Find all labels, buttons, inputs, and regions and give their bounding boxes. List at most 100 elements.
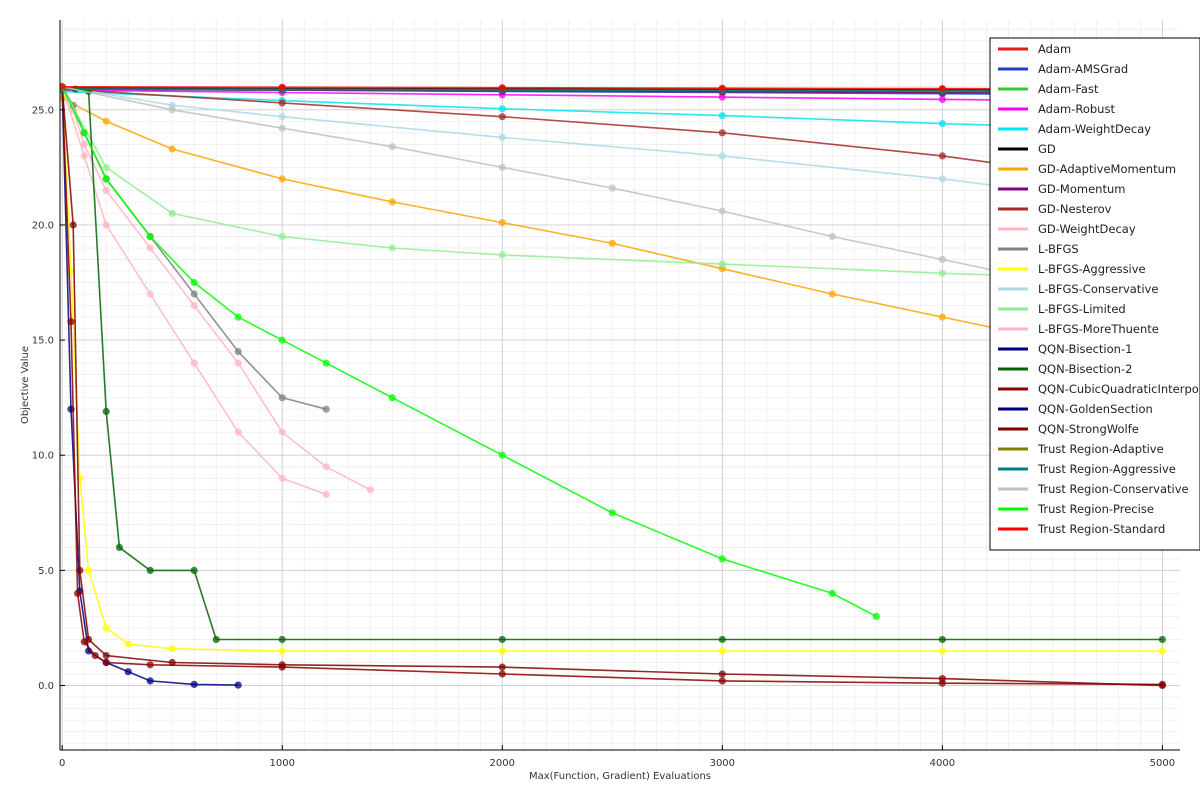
legend-label: GD — [1038, 142, 1056, 156]
data-point — [168, 209, 176, 217]
series-line — [61, 86, 1163, 652]
data-point — [278, 647, 286, 655]
data-point — [124, 640, 132, 648]
y-axis-label: Objective Value — [20, 346, 31, 424]
series-line — [61, 86, 877, 618]
x-tick-label: 0 — [59, 758, 65, 769]
axes — [59, 20, 1180, 751]
data-point — [498, 647, 506, 655]
tick-labels: 0 1000 2000 3000 4000 5000 0.0 5.0 10.0 15.0 20.0 2… — [32, 105, 1175, 769]
legend-label: Trust Region-Aggressive — [1037, 462, 1176, 476]
data-point — [718, 207, 726, 215]
data-point — [234, 313, 242, 321]
data-point — [938, 120, 947, 128]
legend-entry: GD-AdaptiveMomentum — [998, 162, 1176, 176]
data-point — [278, 336, 286, 344]
data-point — [80, 129, 88, 137]
legend-entry: Trust Region-Aggressive — [998, 462, 1176, 476]
data-point — [718, 677, 726, 685]
data-point — [69, 221, 77, 229]
data-point — [234, 359, 242, 367]
data-point — [322, 405, 330, 413]
legend-label: L-BFGS-Conservative — [1038, 282, 1158, 296]
series-line — [61, 86, 327, 496]
legend-entry: QQN-Bisection-2 — [998, 362, 1132, 376]
data-point — [190, 290, 198, 298]
series-trust-region-precise — [60, 83, 880, 621]
data-point — [498, 163, 506, 171]
legend-entry: L-BFGS-Limited — [998, 302, 1126, 316]
legend-entry: Trust Region-Adaptive — [998, 442, 1164, 456]
data-point — [938, 255, 947, 264]
x-tick-label: 2000 — [490, 758, 515, 769]
data-point — [146, 566, 154, 575]
data-point — [190, 566, 198, 575]
legend-label: Trust Region-Standard — [1037, 522, 1165, 536]
series-line — [62, 88, 1163, 93]
y-tick-label: 10.0 — [32, 451, 54, 462]
data-point — [190, 359, 198, 367]
data-point — [102, 163, 110, 171]
legend-entry: L-BFGS-Aggressive — [998, 262, 1146, 276]
data-point — [498, 113, 506, 121]
data-point — [102, 117, 110, 125]
series-line — [62, 89, 1163, 103]
data-point — [85, 566, 93, 575]
data-point — [938, 95, 947, 103]
y-tick-label: 0.0 — [38, 681, 54, 692]
data-point — [718, 129, 726, 137]
data-point — [938, 635, 947, 644]
data-point — [938, 675, 947, 683]
data-point — [278, 175, 286, 183]
legend-label: GD-AdaptiveMomentum — [1038, 162, 1176, 176]
data-point — [278, 428, 286, 436]
legend-entry: Trust Region-Conservative — [998, 482, 1189, 496]
legend-box — [989, 37, 1200, 551]
data-point — [718, 555, 726, 563]
data-point — [278, 661, 286, 669]
series-layer — [60, 83, 1166, 690]
legend-entry: Adam-WeightDecay — [998, 122, 1151, 136]
data-point — [146, 232, 154, 241]
legend-entry: Trust Region-Precise — [998, 502, 1154, 516]
legend-entry: Adam — [998, 42, 1071, 56]
data-point — [718, 670, 726, 678]
series-line — [61, 86, 371, 491]
data-point — [234, 348, 242, 356]
data-point — [278, 635, 286, 644]
data-point — [91, 652, 99, 660]
legend-entry: GD — [998, 142, 1056, 156]
data-point — [718, 635, 726, 644]
data-point — [278, 99, 286, 107]
series-line — [62, 87, 1163, 91]
legend-label: Trust Region-Precise — [1037, 502, 1154, 516]
legend-entry: GD-Momentum — [998, 182, 1125, 196]
legend-entry: GD-Nesterov — [998, 202, 1112, 216]
legend-entry: L-BFGS — [998, 242, 1079, 256]
data-point — [102, 221, 110, 229]
legend-label: Adam-Robust — [1038, 102, 1115, 116]
series-trust-region-conservative — [60, 83, 1166, 310]
legend-label: Trust Region-Conservative — [1037, 482, 1189, 496]
x-axis-label: Max(Function, Gradient) Evaluations — [529, 771, 711, 782]
data-point — [146, 677, 154, 685]
data-point — [278, 474, 286, 482]
data-point — [278, 83, 286, 91]
data-point — [322, 359, 330, 367]
data-point — [190, 302, 198, 310]
data-point — [938, 85, 947, 93]
y-tick-label: 15.0 — [32, 336, 54, 347]
data-point — [278, 124, 286, 132]
data-point — [1158, 647, 1166, 655]
data-point — [608, 184, 616, 192]
data-point — [872, 612, 880, 621]
data-point — [828, 589, 836, 598]
data-point — [124, 668, 132, 676]
data-point — [828, 232, 836, 241]
data-point — [498, 663, 506, 671]
data-point — [146, 244, 154, 252]
legend-entry: QQN-Bisection-1 — [998, 342, 1132, 356]
data-point — [102, 652, 110, 660]
data-point — [938, 647, 947, 655]
data-point — [388, 143, 396, 151]
